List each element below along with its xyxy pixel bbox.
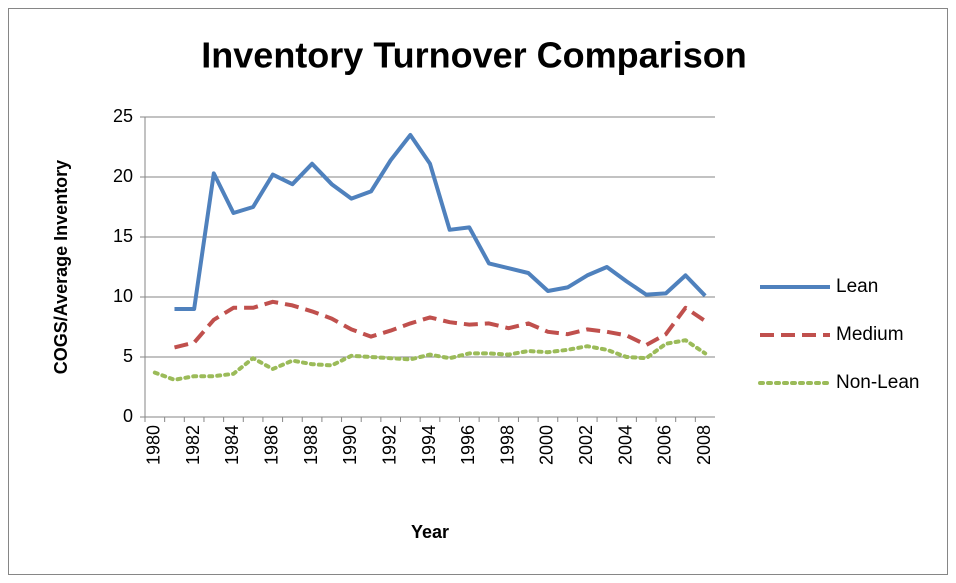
x-tick-label: 1998 bbox=[497, 425, 517, 465]
y-tick-label: 5 bbox=[123, 346, 133, 366]
x-tick-label: 1996 bbox=[458, 425, 478, 465]
x-tick-label: 1980 bbox=[144, 425, 164, 465]
x-tick-label: 1990 bbox=[340, 425, 360, 465]
chart-border bbox=[8, 8, 948, 575]
y-tick-label: 25 bbox=[113, 106, 133, 126]
x-tick-label: 1994 bbox=[419, 425, 439, 465]
chart-title: Inventory Turnover Comparison bbox=[201, 35, 746, 76]
series-line bbox=[152, 338, 708, 382]
x-tick-label: 2008 bbox=[694, 425, 714, 465]
y-axis-title: COGS/Average Inventory bbox=[51, 160, 71, 374]
x-tick-label: 2006 bbox=[655, 425, 675, 465]
x-tick-label: 1984 bbox=[222, 425, 242, 465]
x-tick-label: 2000 bbox=[537, 425, 557, 465]
legend-label: Non-Lean bbox=[836, 372, 919, 393]
y-tick-label: 15 bbox=[113, 226, 133, 246]
y-tick-label: 10 bbox=[113, 286, 133, 306]
x-tick-label: 1982 bbox=[183, 425, 203, 465]
y-tick-label: 20 bbox=[113, 166, 133, 186]
x-tick-label: 1986 bbox=[262, 425, 282, 465]
x-axis-title: Year bbox=[411, 522, 449, 542]
x-tick-label: 1988 bbox=[301, 425, 321, 465]
x-tick-label: 1992 bbox=[379, 425, 399, 465]
series-line bbox=[174, 299, 707, 350]
x-tick-label: 2004 bbox=[615, 425, 635, 465]
legend-label: Medium bbox=[836, 324, 904, 345]
series-line bbox=[174, 133, 707, 311]
y-tick-label: 0 bbox=[123, 406, 133, 426]
x-tick-label: 2002 bbox=[576, 425, 596, 465]
legend-label: Lean bbox=[836, 276, 878, 297]
